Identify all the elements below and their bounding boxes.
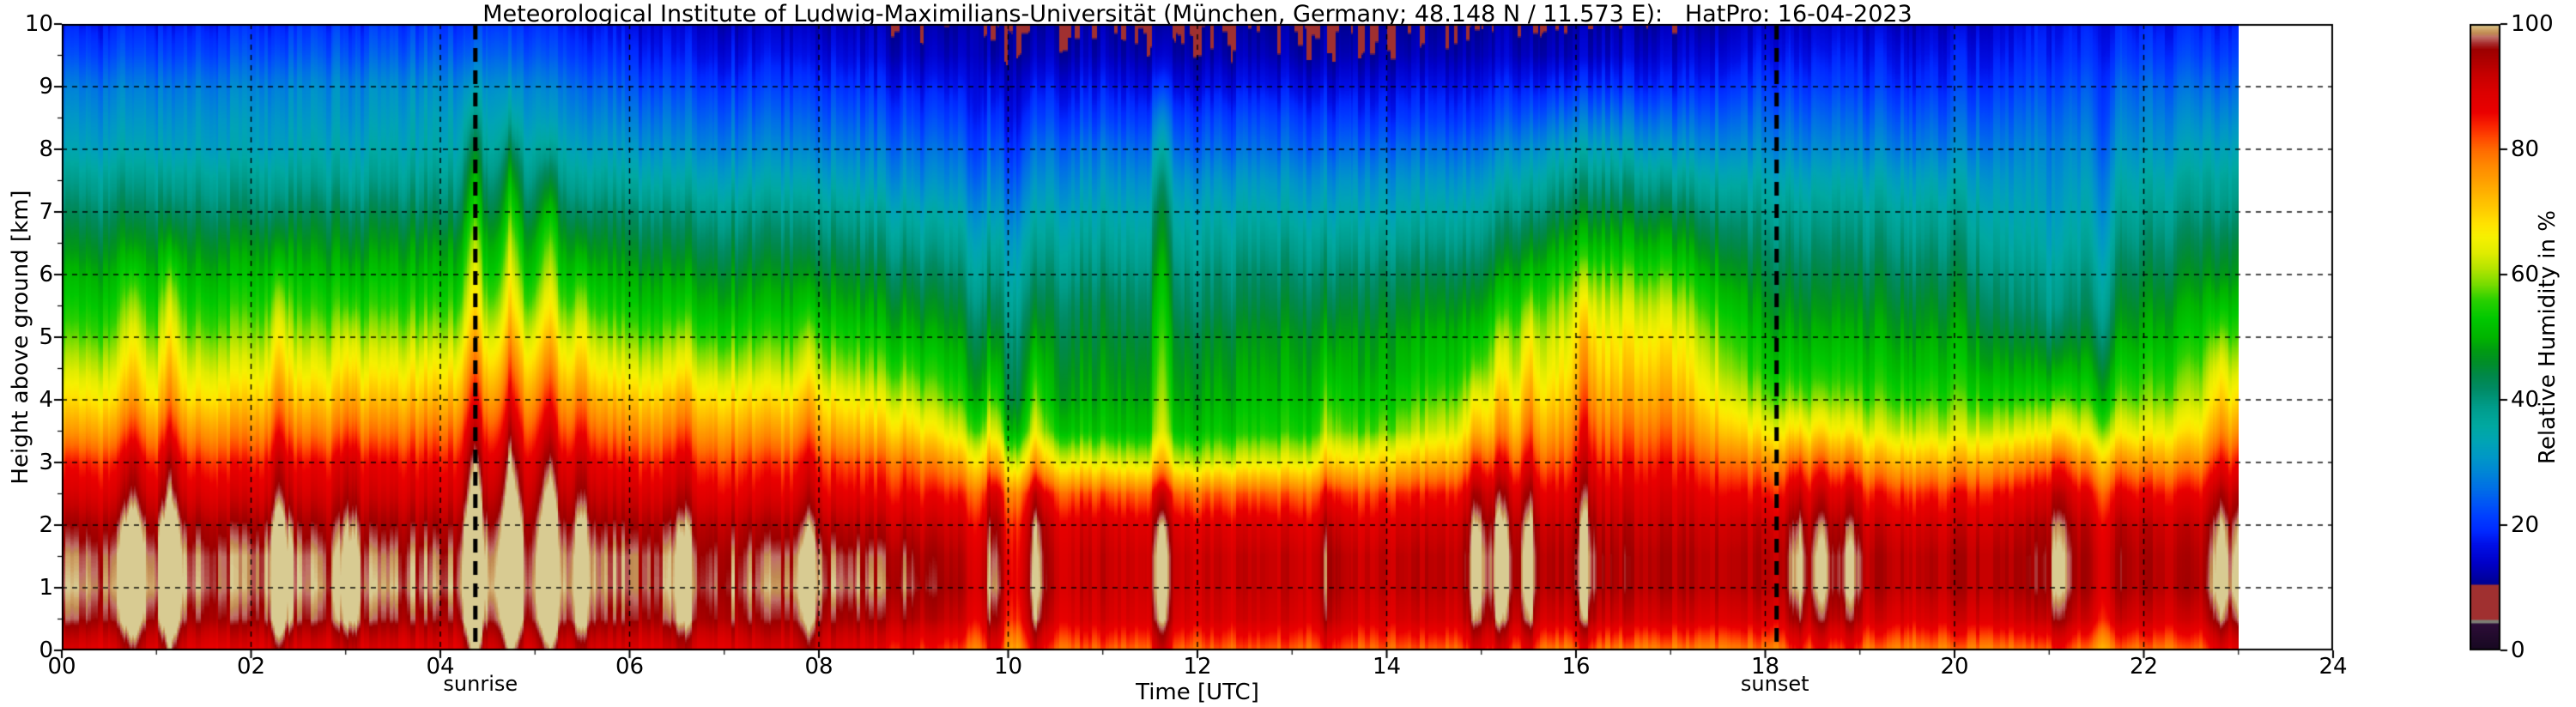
colorbar-tick-label: 20: [2511, 512, 2540, 538]
sunset-label: sunset: [1740, 672, 1809, 696]
colorbar-tick-label: 40: [2511, 387, 2540, 413]
colorbar-label: Relative Humidity in %: [2535, 210, 2561, 464]
y-tick-label: 1: [39, 575, 53, 601]
y-tick-label: 8: [39, 136, 53, 162]
y-tick-label: 10: [24, 11, 53, 37]
x-tick-label: 08: [804, 654, 833, 680]
y-tick-label: 5: [39, 324, 53, 350]
y-tick-label: 3: [39, 450, 53, 475]
x-tick-label: 20: [1940, 654, 1969, 680]
y-tick-label: 2: [39, 512, 53, 538]
x-tick-label: 04: [426, 654, 455, 680]
colorbar-tick-label: 60: [2511, 262, 2540, 287]
x-tick-label: 00: [47, 654, 76, 680]
x-tick-label: 18: [1750, 654, 1780, 680]
axes-grid-canvas: [52, 14, 2343, 661]
colorbar-tick-label: 80: [2511, 136, 2540, 162]
x-tick-label: 24: [2318, 654, 2348, 680]
x-tick-label: 10: [993, 654, 1023, 680]
x-tick-label: 14: [1372, 654, 1402, 680]
x-tick-label: 02: [236, 654, 266, 680]
x-tick-label: 12: [1183, 654, 1212, 680]
y-tick-label: 4: [39, 387, 53, 413]
y-tick-label: 0: [39, 638, 53, 663]
y-tick-label: 9: [39, 74, 53, 100]
x-axis-label: Time [UTC]: [1136, 680, 1259, 705]
y-tick-label: 7: [39, 199, 53, 225]
colorbar-tick-label: 100: [2511, 11, 2554, 37]
colorbar-canvas: [2470, 22, 2512, 652]
x-tick-label: 22: [2129, 654, 2159, 680]
sunrise-label: sunrise: [443, 672, 518, 696]
x-tick-label: 06: [615, 654, 645, 680]
colorbar-tick-label: 0: [2511, 638, 2525, 663]
x-tick-label: 16: [1561, 654, 1591, 680]
y-tick-label: 6: [39, 262, 53, 287]
